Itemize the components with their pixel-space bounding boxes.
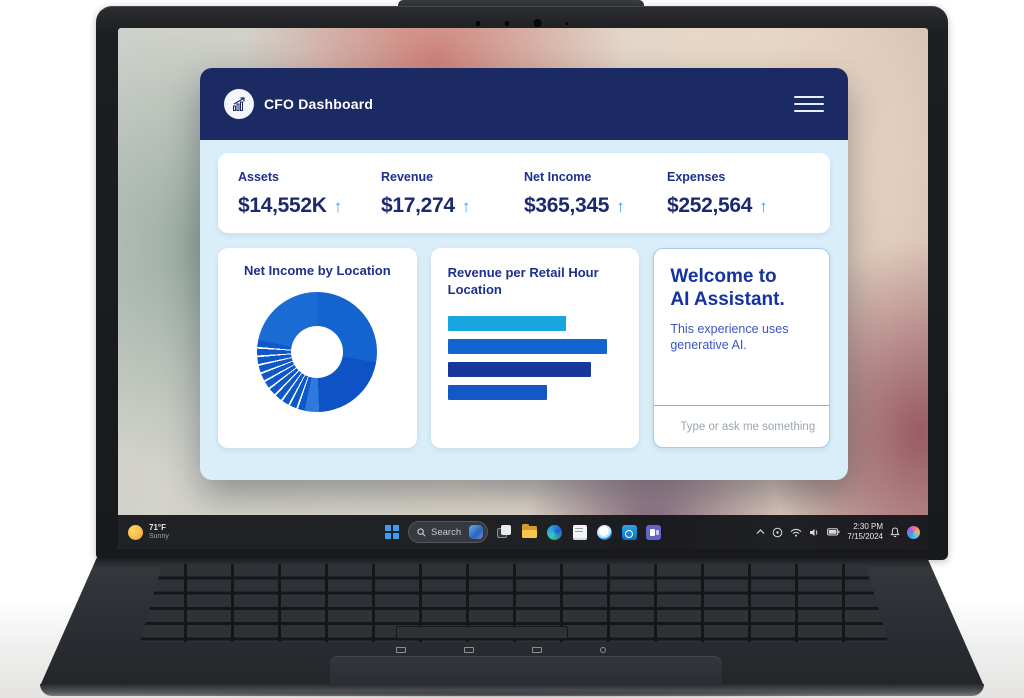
ai-body-text: This experience uses generative AI. — [670, 321, 789, 353]
dashboard-body: Assets $14,552K ↑ Revenue $17,274 ↑ Net … — [200, 140, 848, 448]
indicator-rect-icon — [396, 647, 406, 653]
search-placeholder: Search — [431, 526, 462, 538]
sun-icon — [128, 524, 143, 540]
bar-row — [447, 338, 607, 354]
laptop-front-lip — [40, 684, 984, 696]
system-tray: 2:30 PM 7/15/2024 — [756, 515, 920, 549]
weather-condition: Sunny — [149, 532, 169, 540]
up-arrow-icon: ↑ — [759, 197, 768, 216]
cfo-dashboard-window: CFO Dashboard Assets $14,552K ↑ Revenue — [200, 68, 848, 480]
teams-icon[interactable] — [646, 525, 661, 540]
windows-start-icon[interactable] — [385, 525, 399, 539]
kpi-label: Expenses — [667, 170, 726, 184]
ai-assistant-card: Welcome to AI Assistant. This experience… — [653, 248, 831, 448]
indicator-rect-icon — [532, 647, 542, 653]
up-arrow-icon: ↑ — [616, 197, 625, 216]
ai-heading: Welcome to AI Assistant. — [670, 266, 785, 310]
hamburger-menu-icon[interactable] — [794, 87, 824, 121]
kpi-tile-expenses: Expenses $252,564 ↑ — [667, 170, 810, 218]
outlook-icon[interactable] — [622, 525, 637, 540]
search-box[interactable]: Search — [408, 521, 488, 543]
accessibility-icon[interactable] — [772, 527, 783, 538]
indicator-power-icon — [600, 647, 606, 653]
card-title: Net Income by Location — [244, 263, 391, 278]
dashboard-header: CFO Dashboard — [200, 68, 848, 140]
kpi-value: $365,345 — [524, 194, 610, 217]
notes-icon[interactable] — [572, 524, 588, 540]
chevron-up-icon[interactable] — [756, 529, 765, 535]
screen: CFO Dashboard Assets $14,552K ↑ Revenue — [118, 28, 928, 549]
kpi-tile-net-income: Net Income $365,345 ↑ — [524, 170, 667, 218]
clock-date: 7/15/2024 — [847, 532, 883, 541]
net-income-by-location-card: Net Income by Location — [218, 248, 417, 448]
donut-hole — [291, 325, 344, 378]
bar-chart — [447, 315, 623, 400]
page-title: CFO Dashboard — [264, 96, 374, 112]
up-arrow-icon: ↑ — [333, 197, 343, 216]
kpi-label: Net Income — [524, 170, 592, 184]
taskbar: 71°F Sunny Search — [118, 515, 928, 549]
trackpad — [330, 656, 722, 684]
kpi-tile-assets: Assets $14,552K ↑ — [238, 170, 381, 218]
trackpad-indicator-icons — [396, 646, 646, 654]
up-arrow-icon: ↑ — [461, 197, 471, 216]
donut-chart — [257, 291, 378, 412]
file-explorer-icon[interactable] — [522, 524, 538, 540]
ai-input[interactable] — [678, 419, 830, 434]
bar-row — [447, 384, 548, 400]
indicator-rect-icon — [464, 647, 474, 653]
laptop-shadow — [120, 690, 904, 698]
weather-temp: 71°F — [149, 523, 166, 532]
copilot-icon[interactable] — [907, 525, 920, 539]
ambient-sensor-icon — [475, 20, 481, 26]
kpi-value: $14,552K — [238, 194, 327, 217]
weather-widget[interactable]: 71°F Sunny — [128, 515, 169, 549]
kpi-tile-revenue: Revenue $17,274 ↑ — [381, 170, 524, 218]
ir-sensor-icon — [504, 20, 510, 26]
webcam-lens-icon — [533, 19, 542, 27]
kpi-value: $17,274 — [381, 194, 455, 217]
copilot-app-icon[interactable] — [597, 524, 613, 540]
bar-row — [447, 361, 591, 377]
revenue-per-retail-hour-card: Revenue per Retail Hour Location — [430, 248, 640, 448]
clock-time: 2:30 PM — [853, 521, 883, 531]
kpi-card: Assets $14,552K ↑ Revenue $17,274 ↑ Net … — [218, 153, 830, 233]
edge-icon[interactable] — [547, 524, 563, 540]
kpi-label: Revenue — [381, 170, 434, 184]
bar-row — [447, 315, 567, 331]
volume-icon[interactable] — [809, 528, 820, 537]
kpi-label: Assets — [238, 170, 279, 184]
app-logo — [224, 89, 254, 119]
wifi-icon[interactable] — [790, 528, 802, 537]
clock[interactable]: 2:30 PM 7/15/2024 — [847, 522, 883, 543]
battery-icon[interactable] — [827, 528, 840, 536]
webcam-cluster — [475, 19, 569, 27]
bar-chart-growth-icon — [232, 96, 245, 111]
ai-input-row — [654, 405, 830, 447]
bell-icon[interactable] — [890, 526, 900, 538]
card-title: Revenue per Retail Hour Location — [447, 265, 599, 297]
search-icon — [417, 527, 426, 536]
kpi-value: $252,564 — [667, 194, 753, 217]
task-view-icon[interactable] — [497, 524, 513, 540]
spacebar-key — [396, 626, 568, 639]
bing-icon — [469, 525, 483, 539]
webcam-led-icon — [565, 21, 569, 25]
